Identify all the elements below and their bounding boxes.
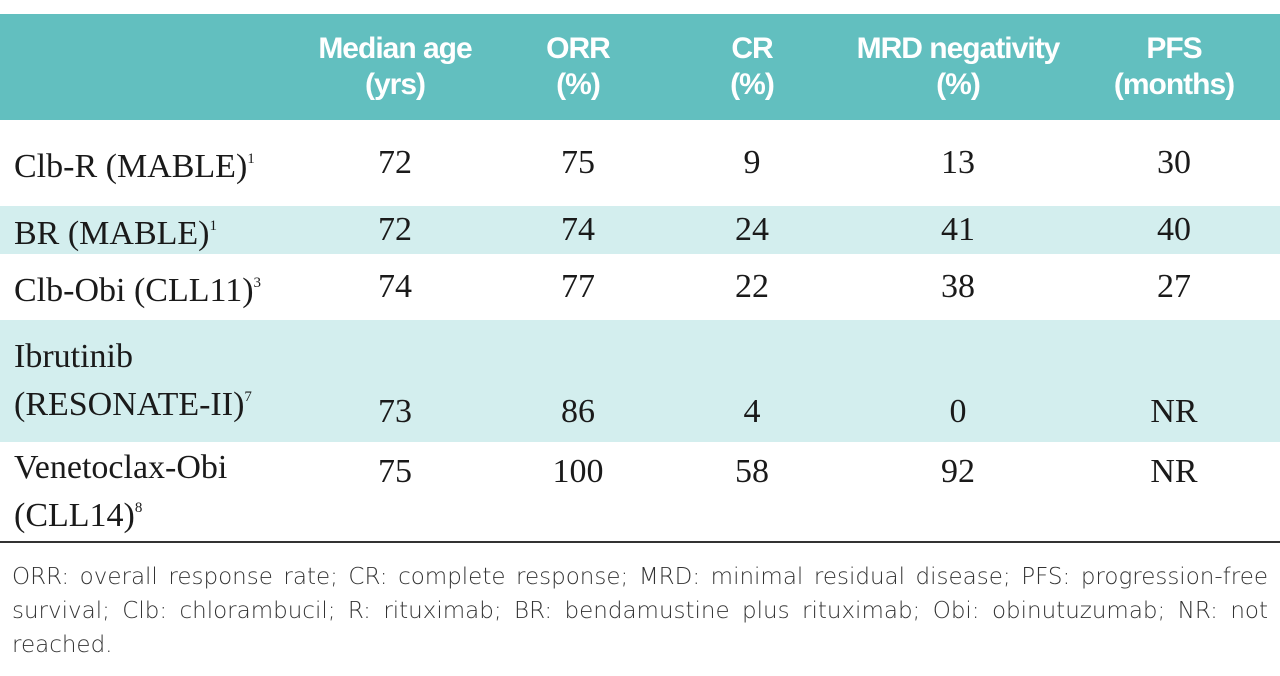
header-text: CR bbox=[731, 32, 773, 65]
label-text: Clb-R (MABLE)1 bbox=[14, 139, 290, 187]
cell-value: 72 bbox=[378, 211, 412, 248]
row-label: Venetoclax-Obi (CLL14)8 bbox=[0, 442, 290, 542]
reference: 1 bbox=[209, 218, 218, 234]
label-line: (CLL14) bbox=[14, 496, 135, 534]
header-text: (%) bbox=[936, 68, 981, 101]
cell-value: 74 bbox=[561, 211, 595, 248]
cell-value: 72 bbox=[378, 144, 412, 181]
header-cell: Median age (yrs) bbox=[290, 14, 500, 120]
label-line: Venetoclax-Obi bbox=[14, 448, 228, 486]
header-text: MRD negativity bbox=[856, 32, 1061, 65]
label-text: Clb-Obi (CLL11)3 bbox=[14, 263, 290, 311]
row-label: Clb-Obi (CLL11)3 bbox=[0, 254, 290, 320]
cell-value: 9 bbox=[743, 144, 761, 181]
header-text: PFS bbox=[1146, 32, 1202, 65]
reference: 8 bbox=[134, 499, 143, 516]
label-line: (RESONATE-II) bbox=[14, 386, 245, 423]
header-text: Median age bbox=[318, 32, 472, 65]
cell-value: 30 bbox=[1157, 144, 1191, 181]
reference: 1 bbox=[247, 151, 255, 167]
label-line: Ibrutinib bbox=[14, 338, 133, 375]
reference: 3 bbox=[253, 275, 262, 291]
cell-value: 27 bbox=[1157, 268, 1191, 305]
header-cell: MRD negativity (%) bbox=[848, 14, 1068, 120]
label-text: (RESONATE-II)7 bbox=[14, 377, 290, 425]
label-line: Clb-R (MABLE) bbox=[14, 148, 248, 185]
cell-value: NR bbox=[1150, 393, 1198, 430]
cell-value: 40 bbox=[1157, 211, 1191, 248]
table-row: Venetoclax-Obi (CLL14)8 75 100 58 92 NR bbox=[0, 442, 1280, 542]
cell-value: NR bbox=[1150, 453, 1198, 490]
cell-value: 73 bbox=[378, 393, 412, 430]
table-row: Clb-Obi (CLL11)3 74 77 22 38 27 bbox=[0, 254, 1280, 320]
header-text: ORR bbox=[546, 32, 611, 65]
label-text: (CLL14)8 bbox=[14, 488, 290, 536]
cell-value: 77 bbox=[561, 268, 595, 305]
label-line: BR (MABLE) bbox=[14, 215, 210, 252]
cell-value: 100 bbox=[552, 453, 604, 490]
header-text: (yrs) bbox=[364, 68, 426, 101]
label-text: Venetoclax-Obi bbox=[14, 448, 290, 488]
cell-value: 75 bbox=[378, 453, 412, 490]
label-text: BR (MABLE)1 bbox=[14, 206, 290, 254]
data-table: Median age (yrs) ORR (%) CR (%) MRD negativity… bbox=[0, 14, 1280, 543]
header-cell: CR (%) bbox=[656, 14, 848, 120]
cell-value: 58 bbox=[735, 453, 769, 490]
header-text: (months) bbox=[1113, 68, 1235, 101]
cell-value: 92 bbox=[941, 453, 975, 490]
row-label: BR (MABLE)1 bbox=[0, 206, 290, 254]
header-text: (%) bbox=[556, 68, 601, 101]
header-cell: PFS (months) bbox=[1068, 14, 1280, 120]
table-row: Ibrutinib (RESONATE-II)7 73 86 4 0 NR bbox=[0, 320, 1280, 442]
table-body: Clb-R (MABLE)1 72 75 9 13 30 BR (MABLE)1 72 74 24… bbox=[0, 120, 1280, 542]
cell-value: 38 bbox=[941, 268, 975, 305]
label-line: Clb-Obi (CLL11) bbox=[14, 272, 254, 309]
cell-value: 0 bbox=[949, 393, 967, 430]
cell-value: 13 bbox=[941, 144, 975, 181]
row-label: Ibrutinib (RESONATE-II)7 bbox=[0, 320, 290, 442]
reference: 7 bbox=[244, 389, 252, 405]
cell-value: 22 bbox=[735, 268, 769, 305]
cell-value: 24 bbox=[735, 211, 769, 248]
cell-value: 75 bbox=[561, 144, 595, 181]
table-header: Median age (yrs) ORR (%) CR (%) MRD negativity… bbox=[0, 14, 1280, 120]
cell-value: 4 bbox=[743, 393, 761, 430]
cell-value: 86 bbox=[561, 393, 595, 430]
cell-value: 41 bbox=[941, 211, 975, 248]
row-label: Clb-R (MABLE)1 bbox=[0, 120, 290, 206]
cell-value: 74 bbox=[378, 268, 412, 305]
label-text: Ibrutinib bbox=[14, 337, 290, 377]
footnote: ORR: overall response rate; CR: complete… bbox=[12, 564, 1268, 658]
header-cell bbox=[0, 14, 290, 120]
header-row: Median age (yrs) ORR (%) CR (%) MRD negativity… bbox=[0, 14, 1280, 120]
table-row: BR (MABLE)1 72 74 24 41 40 bbox=[0, 206, 1280, 254]
header-cell: ORR (%) bbox=[500, 14, 656, 120]
table-row: Clb-R (MABLE)1 72 75 9 13 30 bbox=[0, 120, 1280, 206]
header-text: (%) bbox=[730, 68, 775, 101]
